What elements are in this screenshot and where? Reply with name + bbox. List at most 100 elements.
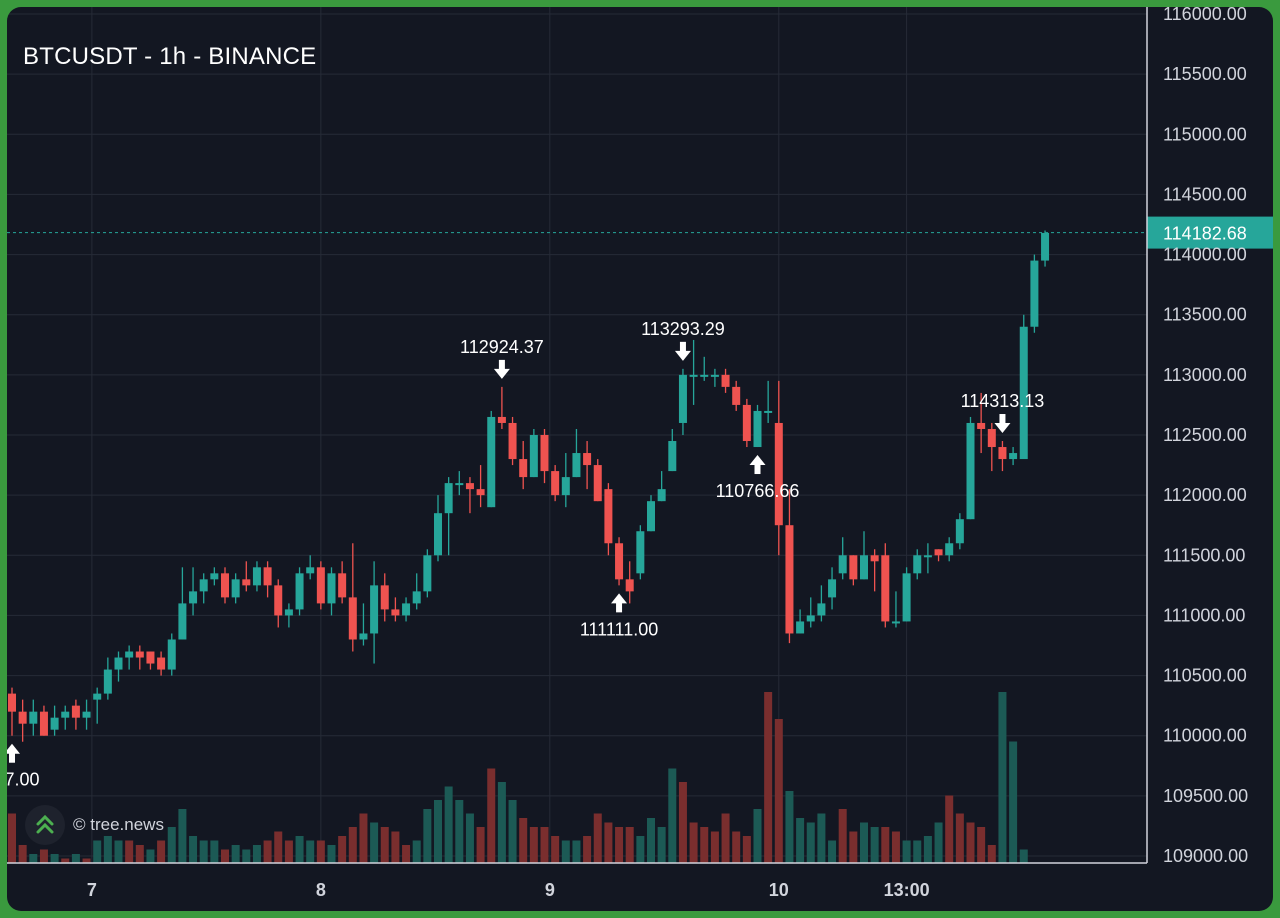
candle-up[interactable] — [284, 609, 293, 616]
candle-down[interactable] — [71, 705, 80, 718]
candle-up[interactable] — [923, 555, 932, 558]
candle-down[interactable] — [465, 483, 474, 490]
candle-up[interactable] — [402, 603, 411, 616]
candle-up[interactable] — [529, 435, 538, 478]
candle-down[interactable] — [774, 422, 783, 526]
candle-up[interactable] — [103, 669, 112, 694]
candle-down[interactable] — [316, 567, 325, 604]
candle-down[interactable] — [497, 416, 506, 423]
candle-down[interactable] — [146, 651, 155, 664]
candle-up[interactable] — [189, 591, 198, 604]
candle-down[interactable] — [934, 549, 943, 556]
candle-up[interactable] — [327, 573, 336, 604]
candle-down[interactable] — [540, 435, 549, 472]
candle-up[interactable] — [1019, 326, 1028, 460]
candle-up[interactable] — [902, 573, 911, 622]
candle-down[interactable] — [732, 386, 741, 405]
candle-up[interactable] — [29, 711, 38, 724]
candle-up[interactable] — [306, 567, 315, 574]
candle-up[interactable] — [806, 615, 815, 622]
candle-up[interactable] — [796, 621, 805, 634]
candle-down[interactable] — [338, 573, 347, 598]
candle-up[interactable] — [93, 693, 102, 700]
candle-down[interactable] — [625, 579, 634, 592]
candle-up[interactable] — [252, 567, 261, 586]
candle-down[interactable] — [785, 525, 794, 634]
candle-up[interactable] — [455, 483, 464, 486]
candle-up[interactable] — [210, 573, 219, 580]
candle-up[interactable] — [828, 579, 837, 598]
candle-up[interactable] — [231, 579, 240, 598]
candle-down[interactable] — [348, 597, 357, 640]
candle-down[interactable] — [721, 374, 730, 387]
candle-up[interactable] — [817, 603, 826, 616]
candle-down[interactable] — [593, 465, 602, 502]
candle-up[interactable] — [636, 531, 645, 574]
candle-up[interactable] — [668, 441, 677, 472]
candle-up[interactable] — [891, 621, 900, 624]
candle-down[interactable] — [849, 555, 858, 580]
candle-up[interactable] — [61, 711, 70, 718]
candle-up[interactable] — [178, 603, 187, 640]
candle-down[interactable] — [274, 585, 283, 616]
candle-up[interactable] — [1041, 232, 1050, 261]
candle-down[interactable] — [135, 651, 144, 658]
candle-up[interactable] — [487, 416, 496, 508]
candle-up[interactable] — [572, 453, 581, 478]
candle-up[interactable] — [657, 489, 666, 502]
candle-up[interactable] — [764, 410, 773, 413]
candlestick-chart[interactable]: 114182.68 077.00 112924.37 111111.00 113293… — [7, 7, 1273, 911]
candle-up[interactable] — [359, 633, 368, 640]
candle-down[interactable] — [263, 567, 272, 586]
candle-down[interactable] — [742, 404, 751, 442]
candle-down[interactable] — [551, 471, 560, 496]
candle-up[interactable] — [913, 555, 922, 574]
candle-down[interactable] — [519, 459, 528, 478]
candle-down[interactable] — [18, 711, 27, 724]
candle-down[interactable] — [157, 657, 166, 670]
candle-down[interactable] — [583, 453, 592, 466]
candle-up[interactable] — [434, 513, 442, 556]
candle-up[interactable] — [423, 555, 432, 592]
candle-up[interactable] — [1009, 453, 1018, 460]
candle-up[interactable] — [295, 573, 304, 610]
candle-up[interactable] — [114, 657, 123, 670]
candle-up[interactable] — [167, 639, 176, 670]
candle-down[interactable] — [508, 422, 517, 460]
candle-down[interactable] — [604, 489, 613, 544]
candle-down[interactable] — [380, 585, 389, 610]
candle-up[interactable] — [647, 501, 655, 532]
candle-up[interactable] — [700, 374, 709, 377]
candle-up[interactable] — [838, 555, 847, 574]
candle-down[interactable] — [998, 447, 1007, 460]
candle-down[interactable] — [242, 579, 251, 586]
candle-down[interactable] — [987, 428, 996, 448]
candle-up[interactable] — [689, 374, 698, 377]
candle-up[interactable] — [50, 717, 59, 730]
candle-up[interactable] — [678, 374, 687, 423]
candle-up[interactable] — [444, 483, 453, 514]
candle-down[interactable] — [881, 555, 890, 622]
candle-up[interactable] — [710, 374, 719, 377]
candle-down[interactable] — [977, 422, 986, 429]
candle-down[interactable] — [8, 693, 16, 712]
candle-down[interactable] — [39, 711, 48, 736]
candle-up[interactable] — [561, 477, 570, 496]
candle-up[interactable] — [199, 579, 208, 592]
arrow-up-shaft — [754, 464, 761, 475]
candle-up[interactable] — [955, 519, 964, 544]
candle-up[interactable] — [753, 410, 762, 448]
candle-up[interactable] — [945, 543, 954, 556]
candle-up[interactable] — [125, 651, 134, 658]
candle-down[interactable] — [870, 555, 879, 562]
candle-down[interactable] — [221, 573, 229, 598]
candle-up[interactable] — [82, 711, 91, 718]
candle-up[interactable] — [370, 585, 379, 634]
candle-up[interactable] — [412, 591, 421, 604]
candle-down[interactable] — [476, 489, 485, 496]
candle-up[interactable] — [1030, 260, 1039, 327]
candle-up[interactable] — [860, 555, 868, 580]
candle-up[interactable] — [966, 422, 975, 520]
candle-down[interactable] — [615, 543, 624, 580]
candle-down[interactable] — [391, 609, 400, 616]
